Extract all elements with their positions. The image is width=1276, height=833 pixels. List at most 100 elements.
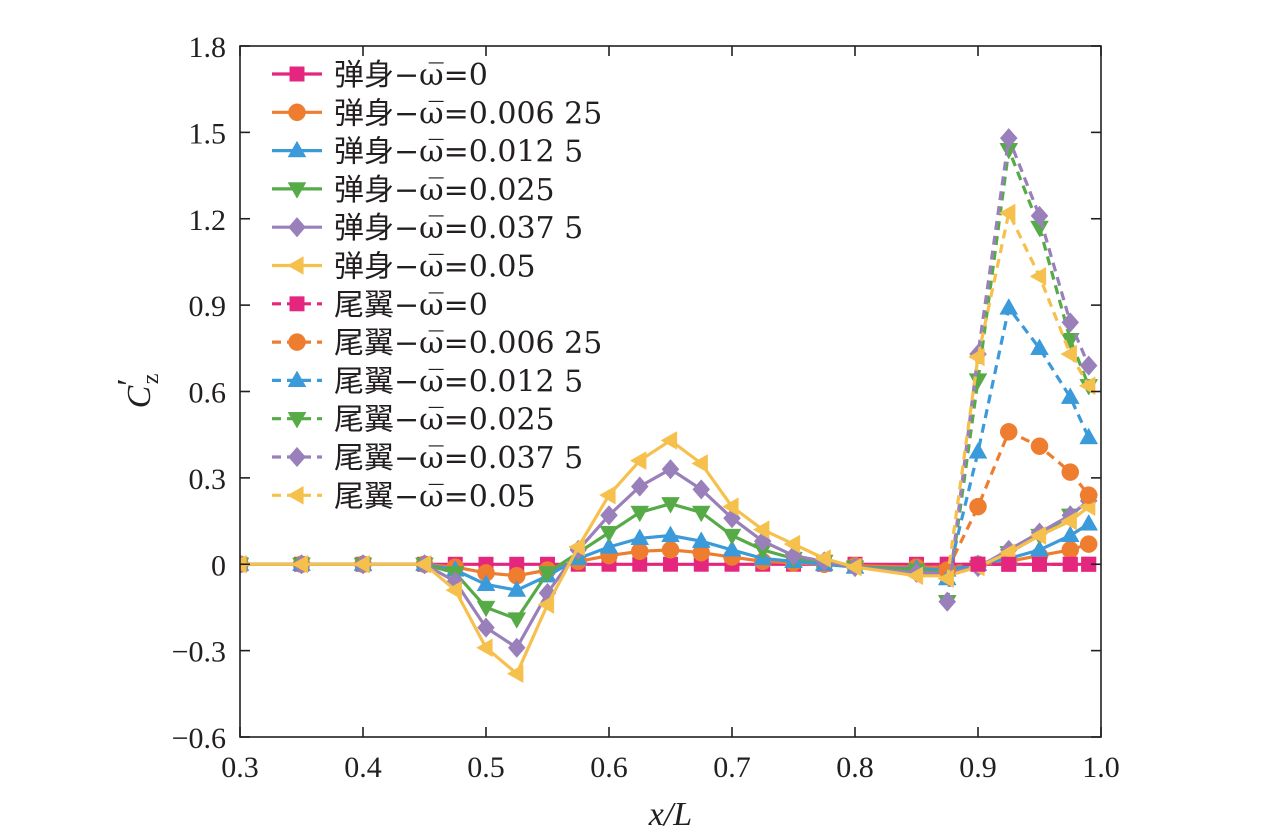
data-point	[1060, 511, 1077, 531]
legend-label: 弹身−ω̅=0.006 25	[334, 96, 602, 131]
data-point	[631, 542, 649, 561]
legend-entry: 弹身−ω̅=0.025	[272, 173, 555, 208]
data-point	[629, 451, 647, 470]
data-point	[445, 580, 462, 600]
y-tick-label: −0.3	[172, 636, 226, 669]
data-point	[599, 525, 619, 543]
data-point	[969, 497, 987, 516]
legend-marker	[287, 412, 307, 429]
x-tick-label: 0.4	[344, 751, 382, 784]
legend-marker	[287, 485, 304, 505]
data-point	[630, 528, 650, 545]
legend-label: 尾翼−ω̅=0.012 5	[334, 364, 583, 399]
x-axis-title: x/L	[648, 796, 692, 833]
legend-label: 弹身−ω̅=0.037 5	[334, 211, 583, 246]
x-tick-label: 0.5	[467, 751, 505, 784]
data-point	[752, 520, 770, 540]
legend-marker	[288, 446, 306, 468]
legend-entry: 弹身−ω̅=0.006 25	[272, 96, 602, 131]
data-point	[506, 664, 524, 684]
legend-label: 尾翼−ω̅=0	[334, 288, 488, 323]
data-point	[291, 554, 309, 574]
data-point	[1029, 266, 1047, 286]
legend-label: 弹身−ω̅=0	[334, 58, 488, 93]
data-point	[691, 454, 708, 473]
data-point	[507, 612, 527, 629]
data-point	[568, 537, 585, 557]
data-point	[599, 485, 616, 505]
y-tick-label: −0.6	[172, 722, 226, 755]
data-point	[1060, 344, 1077, 364]
legend-label: 尾翼−ω̅=0.05	[334, 479, 536, 514]
legend-marker	[287, 256, 304, 275]
data-point	[353, 554, 370, 574]
svg-text:C′z: C′z	[111, 374, 164, 409]
data-point	[600, 505, 618, 526]
data-point	[1061, 463, 1079, 481]
legend-entry: 尾翼−ω̅=0.05	[272, 479, 536, 514]
data-point	[1079, 486, 1098, 504]
y-tick-label: 1.2	[189, 204, 227, 237]
y-tick-label: 0	[211, 549, 226, 582]
legend-marker	[287, 182, 307, 199]
data-point	[507, 637, 526, 658]
data-point	[938, 591, 957, 612]
data-point	[1060, 387, 1080, 404]
data-point	[692, 479, 711, 500]
legend-marker	[289, 296, 305, 312]
data-point	[968, 373, 988, 390]
legend-label: 尾翼−ω̅=0.025	[334, 403, 555, 438]
data-point	[661, 459, 680, 480]
data-point	[661, 525, 680, 543]
data-point	[1001, 556, 1017, 572]
data-point	[1029, 526, 1047, 545]
data-point	[691, 531, 711, 548]
data-point	[1078, 376, 1096, 396]
data-point	[537, 595, 555, 614]
axes: 0.3 0.4 0.5 0.6 0.7 0.8 0.9 1.0 −0.6 −0.3 0 0.3 0.6 0…	[111, 31, 1120, 833]
data-point	[937, 569, 954, 589]
data-point	[476, 600, 496, 618]
data-point	[1030, 338, 1049, 355]
y-tick-label: 1.5	[189, 117, 227, 150]
legend-marker	[289, 66, 305, 82]
data-point	[722, 528, 742, 546]
legend-entry: 尾翼−ω̅=0.025	[272, 403, 555, 438]
data-point	[722, 497, 739, 517]
data-point	[661, 541, 680, 559]
legend-entry: 弹身−ω̅=0.012 5	[272, 135, 583, 170]
data-point	[1062, 556, 1078, 572]
x-tick-label: 0.7	[713, 751, 751, 784]
data-point	[414, 554, 432, 574]
legend-marker	[288, 333, 306, 351]
legend-label: 尾翼−ω̅=0.006 25	[334, 326, 602, 361]
y-tick-label: 0.3	[189, 463, 227, 496]
y-tick-label: 1.8	[189, 31, 227, 64]
y-tick-label: 0.9	[189, 290, 227, 323]
data-point	[630, 476, 649, 497]
data-point	[691, 505, 711, 523]
legend-entry: 尾翼−ω̅=0.037 5	[272, 441, 583, 476]
data-point	[1079, 514, 1099, 531]
data-point	[477, 617, 495, 638]
data-point	[1079, 535, 1098, 553]
data-point	[1061, 541, 1079, 559]
data-point	[783, 534, 801, 554]
legend-label: 弹身−ω̅=0.025	[334, 173, 555, 208]
data-point	[998, 203, 1016, 223]
series-line	[945, 306, 1091, 579]
x-tick-label: 0.9	[959, 751, 997, 784]
data-point	[507, 580, 527, 597]
data-point	[1061, 312, 1080, 333]
data-point	[663, 556, 678, 572]
legend-marker	[288, 103, 306, 122]
y-axis-title: C′z	[111, 374, 164, 409]
plot-area	[240, 127, 1099, 684]
legend-marker	[287, 370, 307, 388]
data-point	[1079, 427, 1099, 445]
data-point	[906, 566, 924, 586]
data-point	[1060, 525, 1080, 543]
data-point	[970, 556, 986, 572]
